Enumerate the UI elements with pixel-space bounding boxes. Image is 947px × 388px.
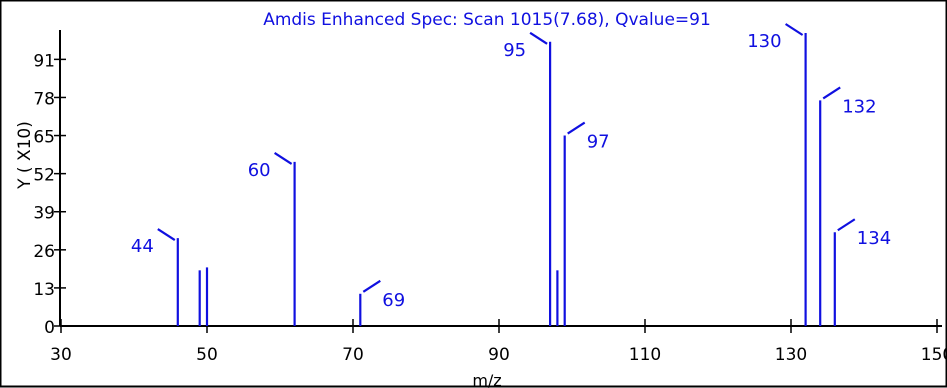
peak-label-leader xyxy=(567,121,586,135)
chart-title: Amdis Enhanced Spec: Scan 1015(7.68), Qv… xyxy=(263,10,711,30)
x-tick-label: 90 xyxy=(488,345,510,365)
x-tick-label: 150 xyxy=(921,345,947,365)
y-tick-label: 91 xyxy=(33,51,55,71)
peak-label: 97 xyxy=(587,132,610,153)
x-tick-label: 30 xyxy=(50,345,72,365)
peak-label: 44 xyxy=(131,236,154,257)
peak-label-leader xyxy=(274,151,293,165)
x-axis-ticks: 30507090110130150170190210230250270 xyxy=(50,319,947,365)
peak-label-leader xyxy=(529,31,548,45)
y-tick-label: 78 xyxy=(33,89,55,109)
peak-label: 132 xyxy=(842,96,876,117)
y-tick-label: 65 xyxy=(33,128,55,148)
peak-label: 69 xyxy=(382,290,405,311)
y-tick-label: 26 xyxy=(33,242,55,262)
y-axis-ticks: 0 13 26 39 52 65 78 91 xyxy=(33,51,66,338)
peak-label: 134 xyxy=(857,228,891,249)
peak-label: 60 xyxy=(248,160,271,181)
x-axis-label: m/z xyxy=(472,371,501,388)
peak-label-leader xyxy=(837,218,856,232)
spectrum-peaks: 44 60 69 95 97 130 132 134 xyxy=(131,23,891,326)
peak-label-leader xyxy=(157,228,176,242)
y-tick-label: 52 xyxy=(33,166,55,186)
peak-label-leader xyxy=(785,23,804,36)
peak-label: 95 xyxy=(503,40,526,61)
y-tick-label: 39 xyxy=(33,204,55,224)
x-tick-label: 70 xyxy=(342,345,364,365)
peak-label: 130 xyxy=(747,31,781,52)
x-tick-label: 50 xyxy=(196,345,218,365)
x-tick-label: 130 xyxy=(775,345,807,365)
y-tick-label: 13 xyxy=(33,280,55,300)
y-axis-label: Y ( X10) xyxy=(15,121,35,190)
y-tick-label: 0 xyxy=(44,318,55,338)
x-tick-label: 110 xyxy=(629,345,661,365)
peak-label-leader xyxy=(362,279,381,293)
peak-label-leader xyxy=(822,86,841,100)
